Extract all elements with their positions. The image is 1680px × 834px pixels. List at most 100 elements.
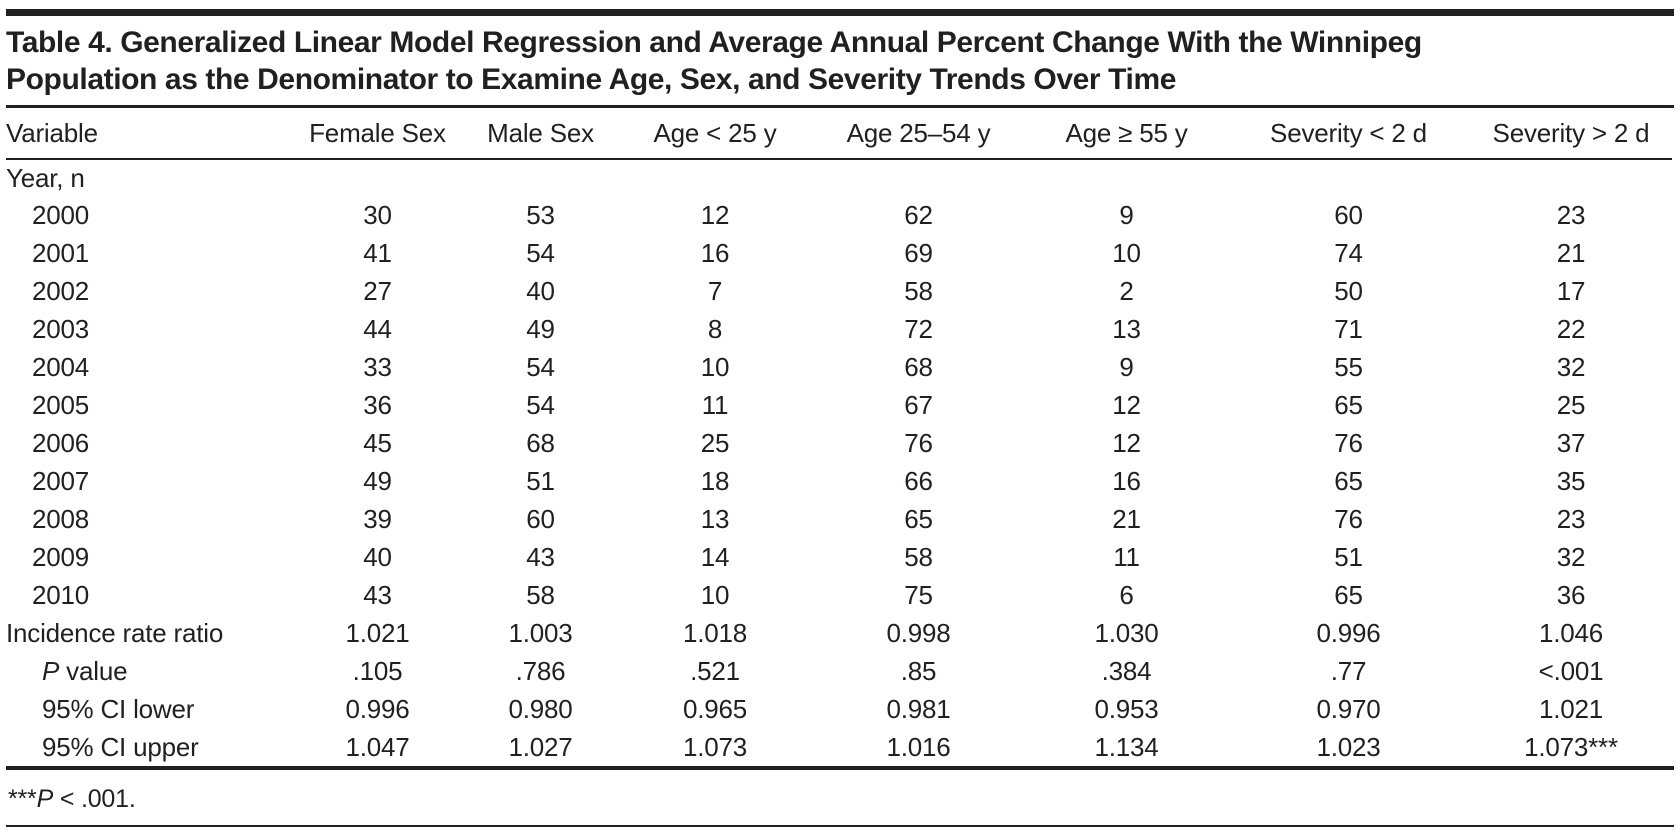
data-cell: 16 <box>1112 465 1141 496</box>
data-cell: 55 <box>1334 351 1363 382</box>
data-cell: 12 <box>700 199 730 230</box>
data-cell: 54 <box>526 389 555 420</box>
data-cell: 62 <box>904 199 933 230</box>
data-cell: 12 <box>1112 389 1141 420</box>
data-cell: .786 <box>515 655 566 686</box>
data-cell: 65 <box>904 503 933 534</box>
row-label: 2005 <box>32 389 90 420</box>
column-header-age-25-54: Age 25–54 y <box>811 108 1026 160</box>
column-header-age-ge-55: Age ≥ 55 y <box>1026 108 1227 160</box>
data-cell: 18 <box>700 465 730 496</box>
footnote-text: < .001. <box>53 785 136 813</box>
data-cell: 67 <box>904 389 933 420</box>
row-label: 95% CI upper <box>42 731 199 762</box>
data-cell: 33 <box>363 351 392 382</box>
row-label: 2000 <box>32 199 90 230</box>
row-label: 2004 <box>32 351 90 382</box>
data-cell: .521 <box>690 655 740 686</box>
data-cell: 0.970 <box>1316 693 1381 724</box>
data-cell: 25 <box>1556 389 1586 420</box>
table-row: 2009 40 43 14 58 11 51 32 <box>6 538 1672 576</box>
data-cell: 30 <box>363 199 392 230</box>
data-cell: .384 <box>1101 655 1152 686</box>
data-cell: 14 <box>700 541 730 572</box>
row-label: P value <box>42 655 128 686</box>
data-cell: 27 <box>363 275 392 306</box>
data-cell: 54 <box>526 237 555 268</box>
data-cell: .77 <box>1330 655 1367 686</box>
data-cell: 11 <box>1113 541 1140 572</box>
data-cell: 23 <box>1556 503 1586 534</box>
table-row: 2004 33 54 10 68 9 55 32 <box>6 348 1672 386</box>
data-cell: 43 <box>363 579 392 610</box>
column-header-female-sex: Female Sex <box>293 108 462 160</box>
data-cell: 60 <box>526 503 555 534</box>
row-label: 2007 <box>32 465 90 496</box>
data-cell: 21 <box>1112 503 1141 534</box>
data-cell: 1.073*** <box>1524 731 1618 762</box>
data-cell: 1.021 <box>345 617 410 648</box>
data-cell: 0.996 <box>345 693 410 724</box>
footnote: ***P < .001. <box>6 770 1674 825</box>
data-cell: 60 <box>1334 199 1363 230</box>
table-row: 2008 39 60 13 65 21 76 23 <box>6 500 1672 538</box>
data-cell: 51 <box>526 465 555 496</box>
header-row: Variable Female Sex Male Sex Age < 25 y … <box>6 108 1672 160</box>
data-cell: 6 <box>1119 579 1134 610</box>
data-cell: 1.030 <box>1094 617 1159 648</box>
row-label: 2003 <box>32 313 90 344</box>
data-cell: 11 <box>701 389 729 420</box>
data-cell: 58 <box>526 579 555 610</box>
data-cell: .85 <box>900 655 937 686</box>
data-cell: 9 <box>1119 199 1134 230</box>
table-row: 2001 41 54 16 69 10 74 21 <box>6 234 1672 272</box>
data-cell: 0.981 <box>886 693 951 724</box>
table-title-line-2: Population as the Denominator to Examine… <box>6 63 1177 96</box>
data-cell: 58 <box>904 275 933 306</box>
table-row: 2006 45 68 25 76 12 76 37 <box>6 424 1672 462</box>
data-cell: 32 <box>1556 351 1586 382</box>
data-cell: 2 <box>1119 275 1134 306</box>
data-cell: 0.965 <box>682 693 748 724</box>
data-cell: 41 <box>363 237 392 268</box>
section-row: Year, n <box>6 159 1672 196</box>
table-title: Table 4. Generalized Linear Model Regres… <box>6 24 1674 98</box>
column-header-severity-gt-2d: Severity > 2 d <box>1470 108 1672 160</box>
row-label: Year, n <box>6 162 85 193</box>
data-cell: 68 <box>526 427 555 458</box>
data-cell: 36 <box>363 389 392 420</box>
data-cell: 40 <box>363 541 392 572</box>
row-label: 2001 <box>32 237 90 268</box>
table-body: Year, n 2000 30 53 12 62 9 60 23 2001 41 54 16 69 10 74… <box>6 159 1672 766</box>
data-cell: 13 <box>1112 313 1141 344</box>
footnote-stars: *** <box>8 785 37 813</box>
data-cell: 65 <box>1334 465 1363 496</box>
data-cell: 49 <box>363 465 392 496</box>
data-cell: 1.016 <box>886 731 951 762</box>
table-row: 2005 36 54 11 67 12 65 25 <box>6 386 1672 424</box>
data-cell: 49 <box>526 313 555 344</box>
table-title-line-1: Table 4. Generalized Linear Model Regres… <box>6 26 1422 59</box>
data-cell: 25 <box>700 427 730 458</box>
data-cell: 0.998 <box>886 617 951 648</box>
footnote-p: P <box>36 785 54 813</box>
data-cell: 76 <box>1334 503 1363 534</box>
table-row: Incidence rate ratio 1.021 1.003 1.018 0.998… <box>6 614 1672 652</box>
data-cell: 17 <box>1556 275 1586 306</box>
data-cell: 23 <box>1556 199 1586 230</box>
footnote-rule <box>6 766 1674 770</box>
data-cell: 35 <box>1556 465 1586 496</box>
data-cell: 13 <box>700 503 730 534</box>
data-cell: 65 <box>1334 579 1363 610</box>
data-cell: 36 <box>1556 579 1586 610</box>
data-cell: 45 <box>363 427 392 458</box>
data-cell: 66 <box>904 465 933 496</box>
data-cell: 0.980 <box>508 693 573 724</box>
column-header-age-lt-25: Age < 25 y <box>619 108 811 160</box>
data-cell: 68 <box>904 351 933 382</box>
data-cell: 1.046 <box>1538 617 1604 648</box>
data-cell: 9 <box>1119 351 1134 382</box>
data-cell: 53 <box>526 199 555 230</box>
table-header: Variable Female Sex Male Sex Age < 25 y … <box>6 108 1672 160</box>
